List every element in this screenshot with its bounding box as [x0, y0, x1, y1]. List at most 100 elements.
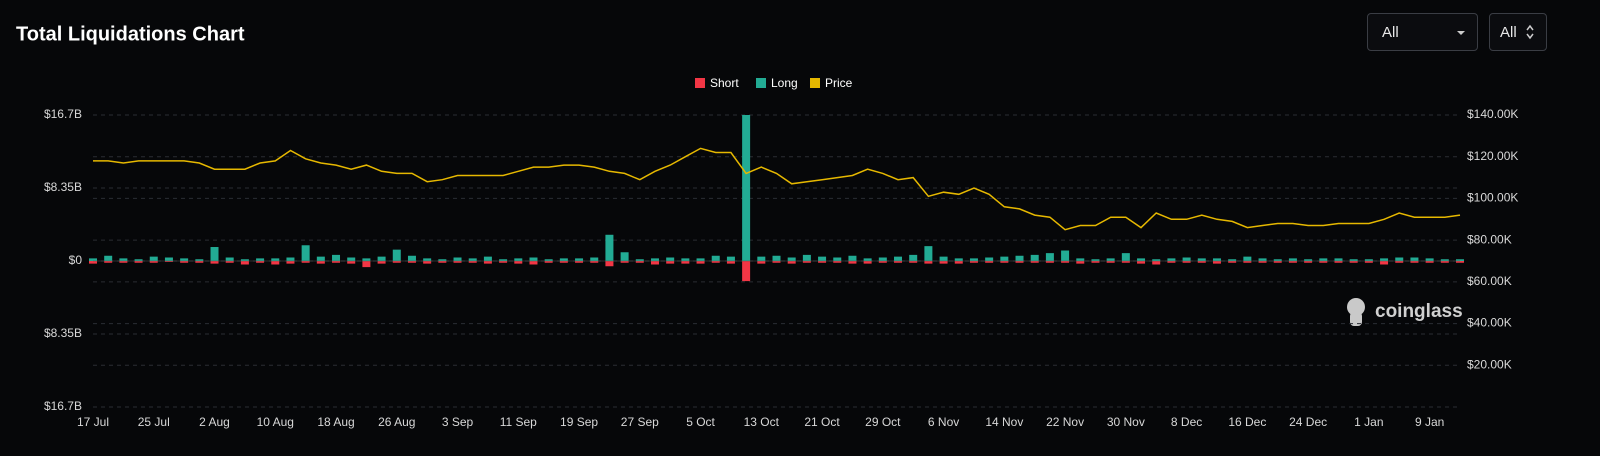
- bar: [575, 261, 584, 263]
- watermark-logo: [1347, 298, 1365, 326]
- x-tick-label: 1 Jan: [1354, 415, 1383, 429]
- legend-swatch: [756, 78, 766, 88]
- bar: [180, 261, 189, 263]
- bar: [1030, 254, 1039, 261]
- x-tick-label: 11 Sep: [500, 415, 537, 429]
- x-tick-label: 19 Sep: [560, 415, 598, 429]
- bar: [1273, 259, 1282, 261]
- y-tick-label: $0: [69, 253, 83, 267]
- bar: [1395, 261, 1404, 263]
- bar: [164, 261, 173, 262]
- bar: [499, 261, 508, 263]
- bar: [969, 258, 978, 261]
- bar: [1197, 258, 1206, 261]
- bar: [332, 254, 341, 261]
- bar: [529, 257, 538, 261]
- bar: [757, 256, 766, 261]
- bar: [1395, 257, 1404, 261]
- legend-swatch: [810, 78, 820, 88]
- bar: [909, 254, 918, 261]
- bar: [362, 261, 371, 268]
- bar: [696, 261, 705, 264]
- bar: [1243, 261, 1252, 263]
- bar: [89, 261, 97, 264]
- bar: [787, 257, 796, 261]
- x-tick-label: 14 Nov: [985, 415, 1023, 429]
- bar: [1410, 261, 1419, 263]
- bar: [650, 258, 659, 261]
- filter-select[interactable]: All: [1489, 13, 1547, 51]
- bar: [1334, 258, 1343, 261]
- bar: [1091, 261, 1100, 263]
- bar: [119, 261, 128, 263]
- x-tick-label: 18 Aug: [317, 415, 354, 429]
- y2-tick-label: $80.00K: [1467, 232, 1512, 246]
- filter-select[interactable]: All: [1367, 13, 1478, 51]
- bar: [939, 256, 948, 261]
- bar: [1212, 261, 1221, 264]
- updown-arrow: [1526, 24, 1534, 40]
- bar: [1015, 255, 1024, 261]
- bar: [316, 261, 325, 264]
- bar: [1091, 259, 1100, 261]
- bar: [894, 261, 903, 263]
- bar: [438, 261, 447, 263]
- bar: [1228, 261, 1237, 263]
- bar: [468, 258, 477, 261]
- bar: [985, 257, 994, 261]
- bar: [742, 115, 751, 261]
- x-tick-label: 21 Oct: [804, 415, 840, 429]
- y2-tick-label: $100.00K: [1467, 191, 1518, 205]
- bar: [1167, 258, 1176, 261]
- x-tick-label: 29 Oct: [865, 415, 901, 429]
- bar: [1425, 261, 1434, 263]
- bar: [878, 257, 887, 261]
- bar: [104, 255, 113, 261]
- bar: [271, 258, 280, 261]
- bar: [1273, 261, 1282, 263]
- bar: [924, 261, 933, 264]
- bar: [1076, 261, 1085, 264]
- bar: [468, 261, 477, 263]
- bar: [1000, 256, 1009, 261]
- bar: [650, 261, 659, 265]
- bar: [1304, 259, 1313, 261]
- bar: [635, 259, 644, 261]
- bar: [286, 257, 295, 261]
- bar: [1364, 259, 1373, 261]
- bar: [1121, 253, 1130, 261]
- bar: [256, 261, 265, 263]
- bar: [757, 261, 766, 264]
- legend-label: Price: [825, 76, 853, 90]
- x-tick-label: 6 Nov: [928, 415, 959, 429]
- bar: [544, 261, 553, 263]
- bar: [134, 261, 143, 263]
- bar: [1076, 258, 1085, 261]
- bar: [301, 261, 310, 263]
- bar: [833, 257, 842, 261]
- bar: [1349, 259, 1358, 261]
- bar: [772, 261, 781, 263]
- bar: [180, 258, 189, 261]
- bar: [559, 261, 568, 263]
- bar: [1319, 258, 1328, 261]
- x-tick-label: 17 Jul: [77, 415, 109, 429]
- bar: [726, 261, 735, 264]
- bar: [802, 261, 811, 263]
- bar: [863, 258, 872, 261]
- bar: [1304, 261, 1313, 263]
- bar: [483, 261, 492, 264]
- bar: [620, 261, 629, 263]
- bar: [316, 256, 325, 261]
- bar: [149, 261, 158, 263]
- bar: [499, 259, 508, 261]
- bar: [119, 258, 128, 261]
- bar: [240, 261, 249, 265]
- bar: [1425, 258, 1434, 261]
- bar: [1182, 257, 1191, 261]
- x-tick-label: 13 Oct: [744, 415, 780, 429]
- bar: [225, 261, 234, 263]
- bar: [392, 261, 401, 263]
